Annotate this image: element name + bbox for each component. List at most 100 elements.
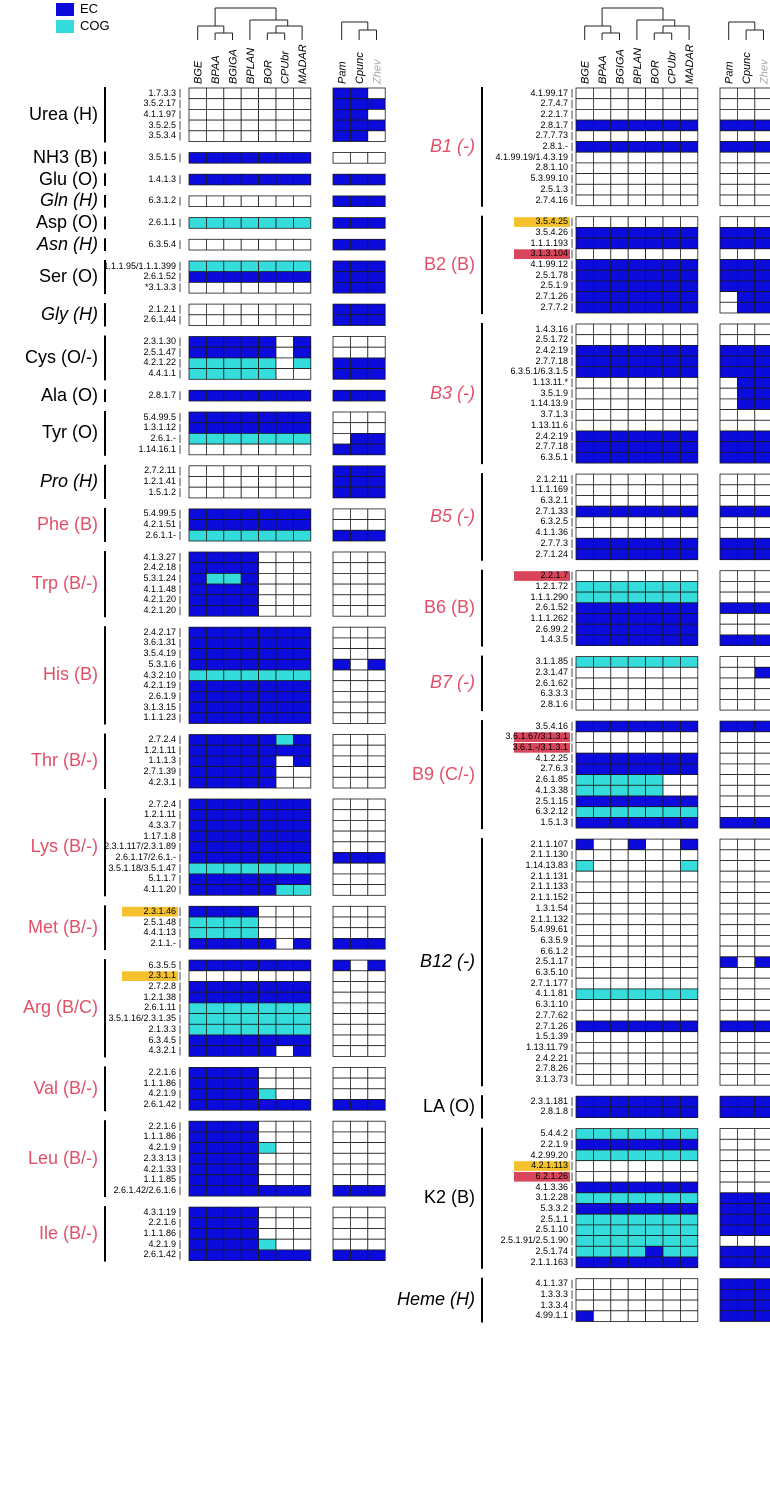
heatmap-cell xyxy=(205,1099,225,1111)
heatmap-cell xyxy=(719,1181,738,1194)
heatmap-cell xyxy=(719,870,738,883)
group-0-20 xyxy=(104,1120,386,1198)
heatmap-cell xyxy=(662,1245,681,1258)
heatmap-cell xyxy=(367,432,386,445)
heatmap-cell xyxy=(737,419,756,432)
heatmap-cell xyxy=(332,389,351,402)
heatmap-cell xyxy=(645,173,664,185)
ec-number-label: 2.8.1.7 xyxy=(148,389,176,400)
heatmap-cell xyxy=(188,551,207,564)
heatmap-cell xyxy=(258,981,277,993)
ec-number-label: 2.6.1.85 xyxy=(535,774,568,785)
heatmap-cell xyxy=(575,409,594,421)
heatmap-cell xyxy=(332,1142,351,1154)
heatmap-cell xyxy=(292,1067,312,1079)
heatmap-cell xyxy=(205,691,225,703)
group-label: Asn (H) xyxy=(36,233,98,254)
heatmap-cell xyxy=(593,999,612,1011)
heatmap-cell xyxy=(367,486,386,499)
heatmap-cell xyxy=(680,1310,699,1322)
heatmap-cell xyxy=(240,87,259,100)
heatmap-cell xyxy=(610,795,629,808)
group-label: Glu (O) xyxy=(38,168,98,189)
heatmap-cell xyxy=(367,281,386,294)
heatmap-cell xyxy=(367,271,386,283)
heatmap-cell xyxy=(188,734,207,746)
heatmap-cell xyxy=(754,570,770,582)
heatmap-cell xyxy=(680,119,699,132)
heatmap-cell xyxy=(662,817,681,829)
heatmap-cell xyxy=(349,1152,369,1165)
heatmap-cell xyxy=(627,1245,647,1258)
ec-number-label: 2.2.1.7 xyxy=(540,570,568,581)
heatmap-cell xyxy=(627,956,647,968)
heatmap-cell xyxy=(645,484,664,496)
heatmap-cell xyxy=(593,1171,612,1183)
heatmap-cell xyxy=(754,1074,770,1086)
heatmap-cell xyxy=(292,605,312,617)
heatmap-cell xyxy=(680,731,699,743)
heatmap-cell xyxy=(719,355,738,368)
heatmap-cell xyxy=(662,259,681,271)
heatmap-cell xyxy=(349,195,369,207)
heatmap-cell xyxy=(258,927,277,939)
heatmap-cell xyxy=(662,451,681,464)
heatmap-cell xyxy=(240,1174,259,1186)
heatmap-cell xyxy=(275,1088,294,1100)
heatmap-cell xyxy=(349,809,369,821)
heatmap-cell xyxy=(349,830,369,843)
heatmap-cell xyxy=(737,505,756,518)
heatmap-cell xyxy=(737,259,756,271)
ec-number-label: 2.5.1.3 xyxy=(540,183,568,194)
heatmap-cell xyxy=(349,820,369,832)
heatmap-cell xyxy=(292,626,312,639)
heatmap-cell xyxy=(627,1289,647,1301)
heatmap-cell xyxy=(240,776,259,789)
heatmap-cell xyxy=(205,862,225,875)
heatmap-cell xyxy=(645,473,664,486)
heatmap-cell xyxy=(575,1203,594,1215)
heatmap-cell xyxy=(737,656,756,668)
heatmap-cell xyxy=(662,870,681,883)
heatmap-cell xyxy=(593,473,612,486)
heatmap-cell xyxy=(292,519,312,531)
heatmap-cell xyxy=(223,98,242,110)
ec-number-label: 4.1.3.38 xyxy=(535,784,568,795)
heatmap-cell xyxy=(737,977,756,990)
heatmap-cell xyxy=(575,237,594,250)
heatmap-cell xyxy=(575,280,594,292)
heatmap-cell xyxy=(188,701,207,714)
heatmap-cell xyxy=(240,991,259,1004)
ec-number-label: 2.1.1.163 xyxy=(530,1256,568,1267)
heatmap-cell xyxy=(610,366,629,378)
heatmap-cell xyxy=(610,613,629,625)
heatmap-cell xyxy=(332,970,351,982)
heatmap-cell xyxy=(223,905,242,918)
heatmap-cell xyxy=(292,1238,312,1251)
heatmap-cell xyxy=(332,152,351,164)
heatmap-cell xyxy=(349,970,369,982)
ec-number-label: 2.5.1.17 xyxy=(535,956,568,967)
heatmap-cell xyxy=(575,570,594,582)
legend-ec-label: EC xyxy=(80,1,99,16)
heatmap-cell xyxy=(719,1224,738,1237)
heatmap-cell xyxy=(188,830,207,843)
heatmap-cell xyxy=(627,409,647,421)
heatmap-cell xyxy=(645,720,664,733)
heatmap-cell xyxy=(645,967,664,979)
heatmap-cell xyxy=(627,613,647,625)
heatmap-cell xyxy=(662,334,681,346)
heatmap-cell xyxy=(223,303,242,316)
heatmap-cell xyxy=(205,626,225,639)
heatmap-cell xyxy=(680,87,699,100)
heatmap-cell xyxy=(680,1063,699,1075)
heatmap-cell xyxy=(367,852,386,864)
ec-number-label: 2.7.7.18 xyxy=(535,355,568,366)
heatmap-cell xyxy=(292,1002,312,1015)
heatmap-cell xyxy=(754,226,770,239)
organism-label: BOR xyxy=(649,60,661,84)
heatmap-cell xyxy=(610,581,629,593)
heatmap-cell xyxy=(645,1042,664,1054)
heatmap-cell xyxy=(275,669,294,682)
heatmap-cell xyxy=(754,398,770,410)
